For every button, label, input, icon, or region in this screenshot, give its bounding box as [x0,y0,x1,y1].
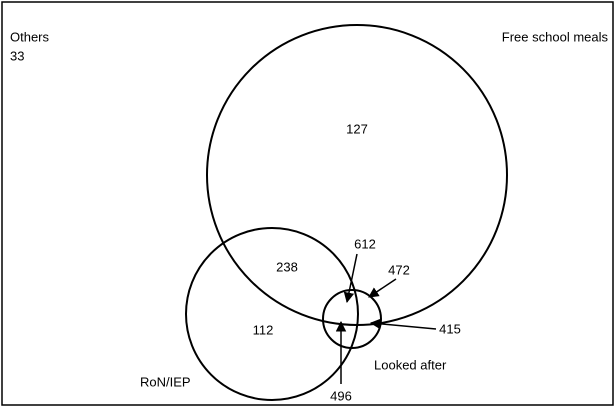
arrow [369,318,437,330]
outside-count: 33 [10,48,24,63]
region-count: 496 [330,388,352,403]
region-count: 472 [388,262,410,277]
region-count: 612 [354,236,376,251]
set-circle [185,227,359,401]
arrow [343,253,358,304]
set-circle [322,289,382,349]
set-label: Looked after [374,357,447,372]
arrow [368,278,397,298]
outside-label: Others [10,29,50,44]
set-label: RoN/IEP [140,374,191,389]
region-count: 238 [276,259,298,274]
region-count: 415 [439,321,461,336]
set-label: Free school meals [502,29,609,44]
region-count: 127 [346,121,368,136]
region-count: 112 [253,322,274,337]
